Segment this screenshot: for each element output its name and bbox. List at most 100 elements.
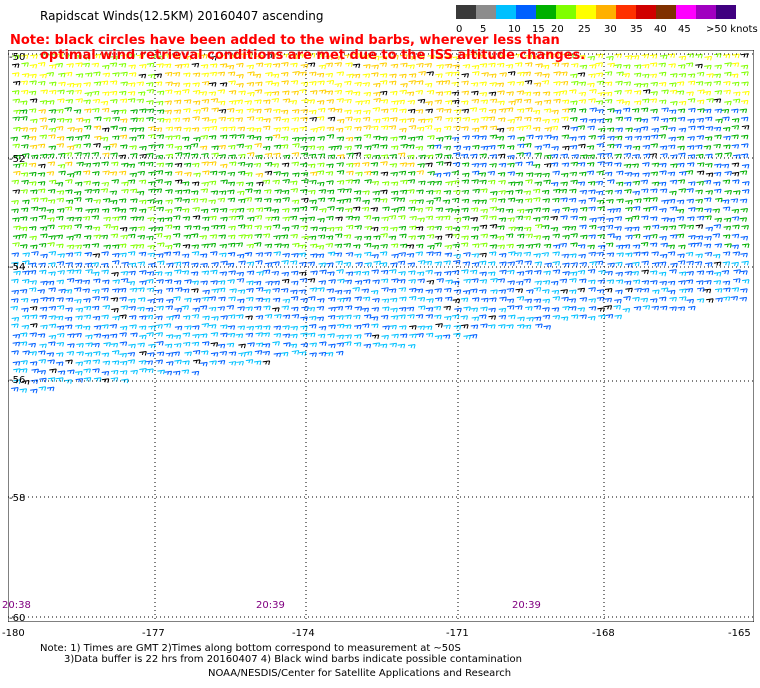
wind-barb (390, 315, 399, 320)
wind-barb (390, 171, 398, 177)
wind-barb (704, 136, 713, 141)
wind-barb (55, 361, 64, 367)
wind-barb (569, 289, 577, 295)
wind-barb (111, 350, 120, 355)
wind-barb (20, 207, 29, 213)
wind-barb (544, 127, 552, 132)
wind-barb (56, 342, 65, 347)
wind-barb (29, 280, 37, 285)
wind-barb (442, 199, 451, 205)
wind-barb (471, 127, 480, 133)
wind-barb (200, 208, 209, 214)
wind-barb (281, 80, 289, 85)
wind-barb (363, 343, 372, 349)
wind-barb (515, 305, 523, 310)
wind-barb (650, 233, 658, 239)
wind-barb (363, 314, 372, 319)
wind-barb (326, 80, 335, 85)
wind-barb (579, 171, 587, 177)
wind-barb (676, 208, 685, 214)
wind-barb (236, 271, 245, 277)
wind-barb (292, 71, 300, 76)
wind-barb (668, 117, 677, 122)
wind-barb (425, 190, 434, 195)
wind-barb (417, 235, 425, 240)
wind-barb (29, 73, 37, 79)
wind-barb (236, 207, 245, 213)
wind-barb (415, 251, 424, 256)
wind-barb (255, 54, 264, 60)
wind-barb (83, 305, 92, 311)
wind-barb (442, 80, 451, 85)
wind-barb (256, 181, 264, 187)
wind-barb (623, 152, 632, 158)
wind-barb (604, 287, 613, 293)
wind-barb (184, 297, 192, 303)
wind-barb (317, 217, 325, 223)
wind-barb (352, 91, 361, 96)
wind-barb (237, 298, 245, 304)
wind-barb (130, 332, 138, 338)
legend-swatch (716, 5, 736, 19)
wind-barb (227, 252, 236, 257)
wind-barb (363, 125, 371, 130)
wind-barb (280, 136, 289, 141)
wind-barb (615, 244, 624, 250)
wind-barb (516, 244, 525, 249)
wind-barb (39, 269, 47, 275)
wind-barb (155, 179, 164, 184)
wind-barb (471, 316, 480, 322)
wind-barb (543, 270, 551, 276)
wind-barb (22, 252, 30, 257)
wind-barb (685, 288, 694, 293)
wind-barb (336, 269, 344, 274)
wind-barb (651, 127, 660, 133)
wind-barb (543, 108, 552, 113)
wind-barb (22, 350, 30, 356)
wind-barb (453, 332, 461, 338)
wind-barb (417, 118, 426, 124)
wind-barb (732, 53, 740, 59)
wind-barb (210, 190, 219, 195)
wind-barb (211, 152, 219, 158)
wind-barb (237, 190, 245, 196)
wind-barb (532, 91, 541, 97)
wind-barb (686, 224, 695, 230)
wind-barb (354, 225, 363, 230)
wind-barb (443, 145, 452, 151)
wind-barb (352, 216, 360, 221)
wind-barb (650, 81, 659, 87)
note-line-2: optimal wind retrieval conditions are me… (40, 48, 586, 63)
wind-barb (307, 99, 316, 104)
wind-barb (724, 62, 732, 67)
wind-barb (562, 305, 570, 311)
wind-barb (696, 170, 705, 176)
wind-barb (425, 108, 434, 114)
wind-barb (380, 108, 389, 114)
wind-barb (733, 190, 741, 195)
wind-barb (714, 108, 723, 114)
wind-barb (415, 243, 424, 249)
wind-barb (30, 323, 38, 328)
wind-barb (407, 144, 415, 149)
wind-barb (109, 62, 118, 68)
wind-barb (480, 145, 489, 151)
wind-barb (57, 89, 65, 95)
wind-barb (39, 377, 47, 383)
wind-barb (507, 71, 516, 76)
wind-barb (120, 144, 128, 149)
wind-barb (237, 306, 245, 311)
wind-barb (145, 161, 154, 167)
wind-barb (300, 189, 308, 194)
wind-barb (184, 172, 192, 177)
wind-barb (417, 55, 425, 61)
wind-barb (83, 235, 92, 240)
wind-barb (722, 234, 731, 239)
wind-barb (650, 216, 658, 222)
wind-barb (201, 72, 210, 78)
wind-barb (398, 252, 407, 257)
wind-barb (507, 261, 516, 267)
wind-barb (11, 387, 19, 392)
wind-barb (273, 127, 282, 133)
wind-barb (46, 280, 55, 286)
